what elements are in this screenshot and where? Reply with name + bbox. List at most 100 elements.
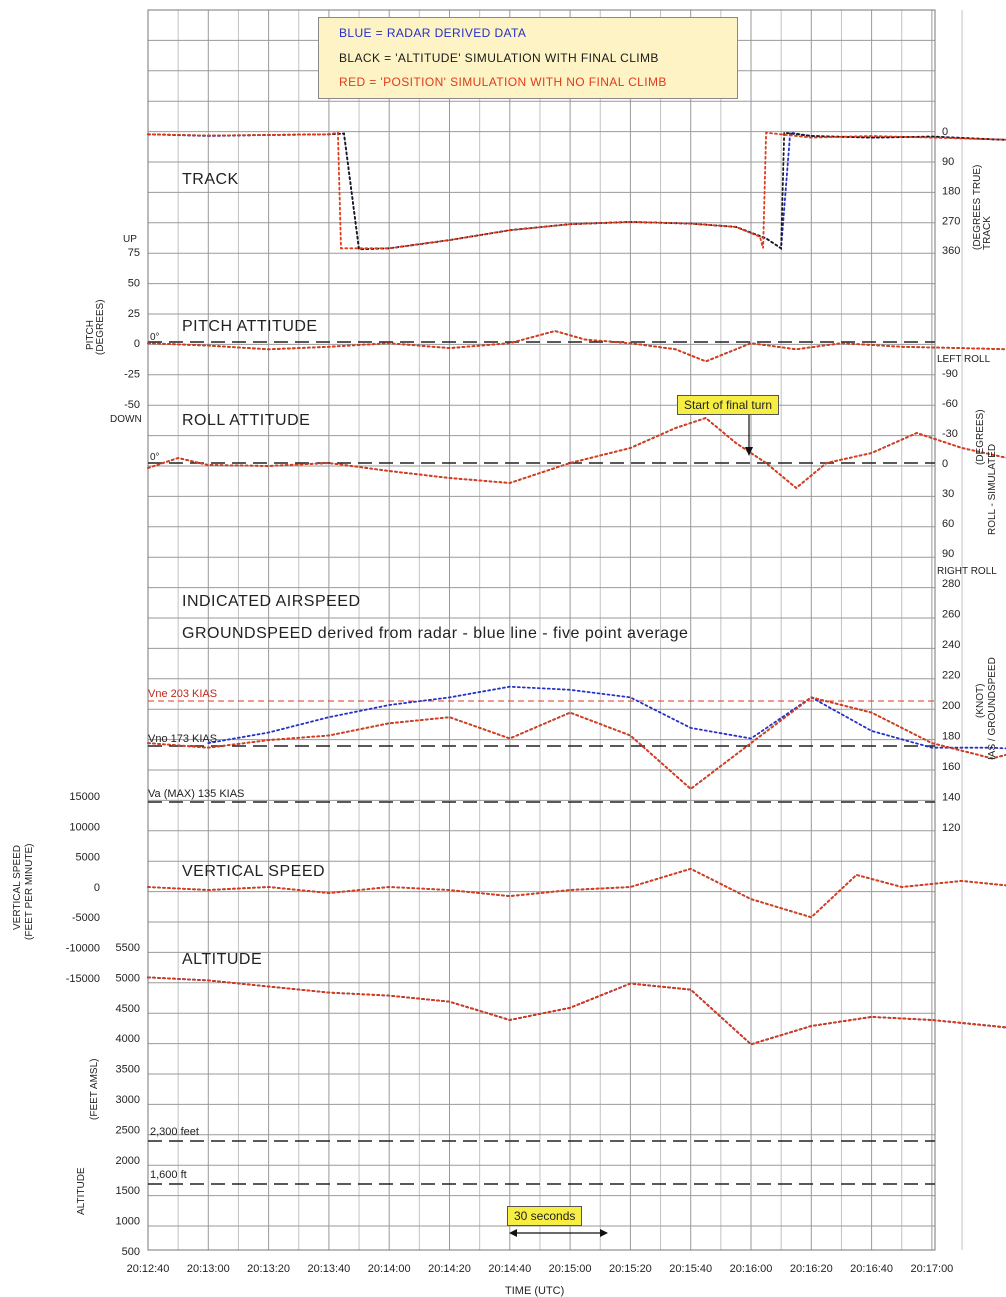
vertical-speed-red-series [147,867,1006,919]
indicated-airspeed-black-series [147,696,1006,791]
altitude-tick-label: 5500 [116,942,140,954]
legend-red: RED = 'POSITION' SIMULATION WITH NO FINA… [339,75,667,89]
x-tick-label: 20:13:40 [307,1263,350,1275]
altitude-black-series [147,976,1006,1046]
x-tick-label: 20:15:20 [609,1263,652,1275]
legend: BLUE = RADAR DERIVED DATA BLACK = 'ALTIT… [318,17,738,99]
track-tick-label: 270 [942,215,960,227]
airspeed-tick-label: 160 [942,761,960,773]
x-tick-label: 20:13:20 [247,1263,290,1275]
pitch-title: PITCH ATTITUDE [182,318,318,335]
vspeed-tick-label: 5000 [76,852,100,864]
x-axis-title: TIME (UTC) [505,1285,564,1297]
pitch-down-label: DOWN [110,414,142,425]
airspeed-tick-label: 280 [942,578,960,590]
track-black-series [147,131,1006,251]
va-label: Va (MAX) 135 KIAS [148,788,244,800]
roll-tick-label: -30 [942,428,958,440]
pitch-tick-label: 25 [128,308,140,320]
x-tick-label: 20:16:00 [730,1263,773,1275]
reference-lines [148,341,935,1185]
tick-labels: 0 90 180 270 360 75 50 25 0 -25 -50 -90 -60 -30 0 30 60 9… [66,126,961,1275]
roll-tick-label: 0 [942,458,948,470]
vspeed-axis-label: VERTICAL SPEED [12,845,23,930]
altitude-tick-label: 2500 [116,1124,140,1136]
data-series [147,131,1006,1046]
legend-blue: BLUE = RADAR DERIVED DATA [339,26,527,40]
vspeed-tick-label: 0 [94,882,100,894]
x-tick-label: 20:14:40 [488,1263,531,1275]
alt-ref-2300: 2,300 feet [150,1126,199,1138]
left-roll-label: LEFT ROLL [937,354,991,365]
altitude-tick-label: 4000 [116,1033,140,1045]
roll-attitude-black-series [147,416,1006,490]
roll-tick-label: 60 [942,518,954,530]
pitch-tick-label: -25 [124,369,140,381]
track-tick-label: 0 [942,126,948,138]
altitude-tick-label: 5000 [116,972,140,984]
altitude-tick-label: 500 [122,1246,140,1258]
roll-tick-label: -60 [942,398,958,410]
roll-axis-label: ROLL - SIMULATED [987,444,998,535]
altitude-tick-label: 4500 [116,1003,140,1015]
final-turn-arrowhead [745,447,753,456]
airspeed-axis-label: IAS / GROUNDSPEED [987,657,998,760]
pitch-tick-label: 75 [128,247,140,259]
roll-tick-label: 90 [942,548,954,560]
airspeed-tick-label: 140 [942,792,960,804]
altitude-red-series [147,976,1006,1046]
legend-black: BLACK = 'ALTITUDE' SIMULATION WITH FINAL… [339,51,659,65]
vspeed-axis-unit: (FEET PER MINUTE) [24,844,35,940]
altitude-blue-series [147,976,1006,1046]
vertical-speed-black-series [147,867,1006,919]
pitch-zero-label: 0° [150,332,160,343]
altitude-tick-label: 3500 [116,1064,140,1076]
x-tick-label: 20:17:00 [910,1263,953,1275]
x-tick-label: 20:15:00 [549,1263,592,1275]
alt-ref-1600: 1,600 ft [150,1169,187,1181]
airspeed-tick-label: 120 [942,822,960,834]
vno-label: Vno 173 KIAS [148,733,217,745]
track-red-series [147,131,1006,250]
x-tick-label: 20:12:40 [127,1263,170,1275]
roll-title: ROLL ATTITUDE [182,412,310,429]
pitch-attitude-red-series [147,330,1006,363]
indicated-airspeed-red-series [147,696,1006,791]
pitch-tick-label: -50 [124,399,140,411]
pitch-axis-label: PITCH [85,320,96,350]
track-tick-label: 360 [942,245,960,257]
track-title: TRACK [182,171,239,188]
vspeed-tick-label: 15000 [69,791,100,803]
x-tick-label: 20:16:20 [790,1263,833,1275]
arrow-left-head [509,1229,517,1237]
x-tick-label: 20:14:00 [368,1263,411,1275]
altitude-tick-label: 3000 [116,1094,140,1106]
roll-axis-unit: (DEGREES) [975,409,986,465]
plot-frame [147,9,936,1251]
track-tick-label: 90 [942,156,954,168]
grid [147,9,963,1251]
x-tick-label: 20:14:20 [428,1263,471,1275]
track-axis-unit: (DEGREES TRUE) [972,165,983,250]
thirty-seconds-note: 30 seconds [507,1206,583,1226]
roll-tick-label: -90 [942,368,958,380]
altitude-tick-label: 2000 [116,1155,140,1167]
roll-zero-label: 0° [150,452,160,463]
altitude-tick-label: 1000 [116,1216,140,1228]
final-turn-note: Start of final turn [677,395,780,415]
vspeed-title: VERTICAL SPEED [182,863,325,880]
altitude-tick-label: 1500 [116,1185,140,1197]
vspeed-tick-label: 10000 [69,821,100,833]
airspeed-title: INDICATED AIRSPEED [182,593,361,610]
airspeed-tick-label: 240 [942,639,960,651]
pitch-up-label: UP [123,234,137,245]
track-axis-label: TRACK [982,216,993,250]
track-tick-label: 180 [942,186,960,198]
indicated-airspeed-blue-series [207,685,1006,750]
airspeed-tick-label: 260 [942,609,960,621]
vspeed-tick-label: -10000 [66,943,100,955]
roll-tick-label: 30 [942,488,954,500]
vspeed-tick-label: -5000 [72,912,100,924]
airspeed-subtitle: GROUNDSPEED derived from radar - blue li… [182,625,688,642]
